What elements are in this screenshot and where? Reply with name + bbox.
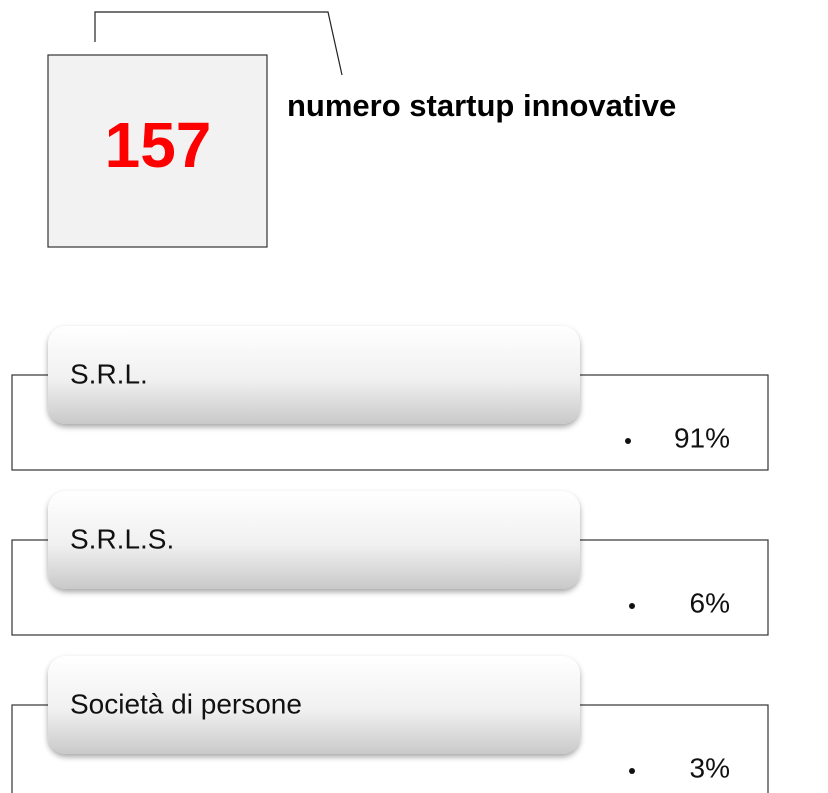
row-value: 6% [690, 587, 730, 618]
bullet [629, 768, 635, 774]
row-value: 3% [690, 752, 730, 783]
bullet [625, 438, 631, 444]
callout-line [94, 11, 343, 76]
count-box [47, 54, 268, 248]
row-value: 91% [674, 422, 730, 453]
row-label: S.R.L.S. [70, 523, 174, 554]
count: 157 [105, 109, 212, 181]
row-tab [48, 326, 580, 424]
row-tab [48, 491, 580, 589]
row-label: S.R.L. [70, 358, 148, 389]
bullet [629, 603, 635, 609]
rows: S.R.L. 91% S.R.L.S. 6% Società di persone 3% [11, 326, 769, 793]
caption: numero startup innovative [287, 88, 676, 123]
row-label: Società di persone [70, 688, 302, 719]
row-tab [48, 656, 580, 754]
